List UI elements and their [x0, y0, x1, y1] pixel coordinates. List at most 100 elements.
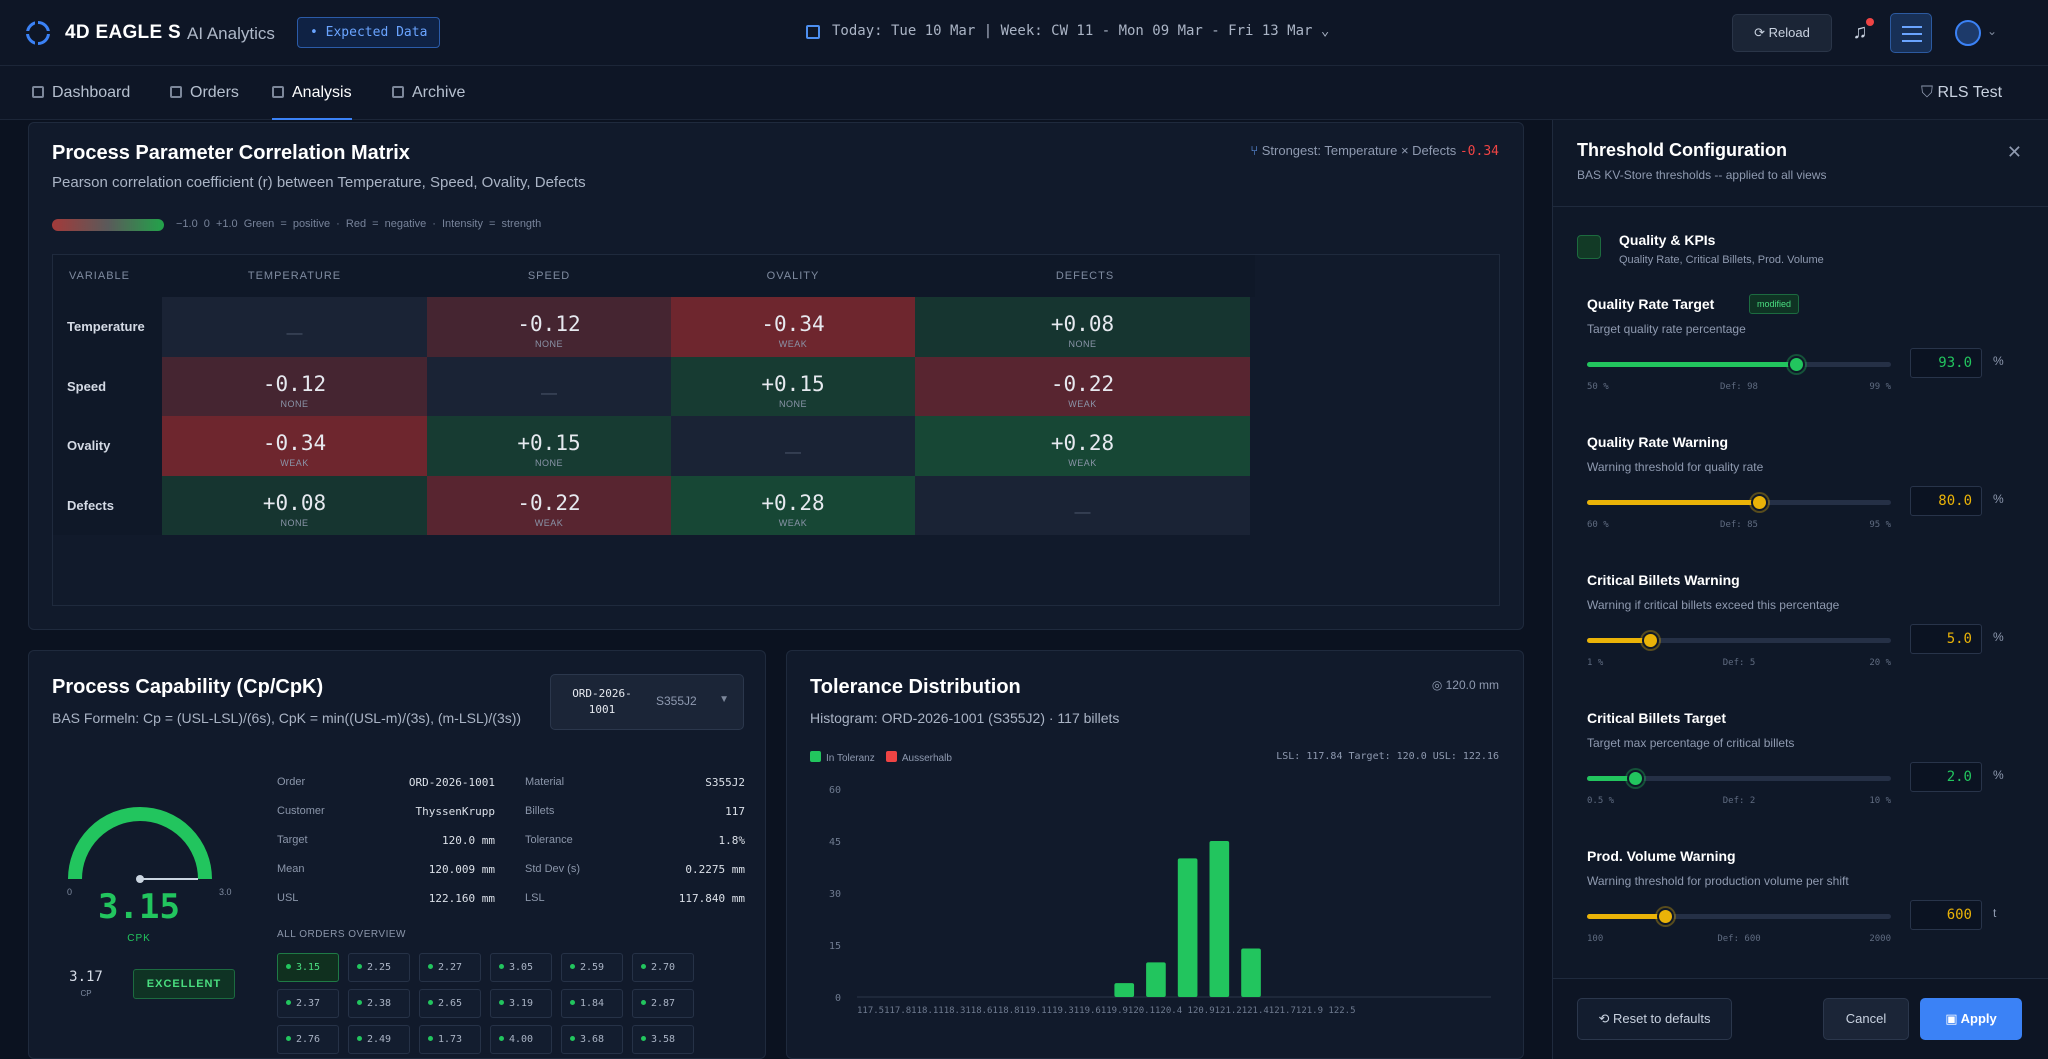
tab-analysis[interactable]: Analysis: [272, 66, 352, 120]
correlation-cell[interactable]: -0.12 NONE: [427, 297, 671, 357]
cell-strength: NONE: [280, 398, 309, 409]
reset-defaults-button[interactable]: ⟲ Reset to defaults: [1577, 998, 1732, 1040]
correlation-matrix-panel: Process Parameter Correlation Matrix Pea…: [28, 122, 1524, 630]
rls-test-button[interactable]: ⛉ RLS Test: [1921, 66, 2002, 120]
slider-handle[interactable]: [1751, 494, 1769, 511]
strongest-value: -0.34: [1459, 144, 1499, 159]
correlation-cell[interactable]: -0.34 WEAK: [671, 297, 915, 357]
correlation-cell[interactable]: -0.22 WEAK: [915, 356, 1250, 416]
threshold-slider[interactable]: [1587, 356, 1891, 373]
cell-strength: WEAK: [534, 517, 564, 528]
correlation-cell[interactable]: +0.28 WEAK: [671, 475, 915, 535]
sliders-icon[interactable]: [1890, 13, 1932, 53]
order-chip[interactable]: 2.87: [632, 989, 694, 1018]
analysis-icon: [272, 86, 284, 98]
user-icon[interactable]: [1955, 20, 1981, 46]
order-select[interactable]: ORD-2026-1001 S355J2 ▼: [550, 674, 744, 730]
histogram-bar[interactable]: [1146, 962, 1166, 997]
apply-button[interactable]: ▣ Apply: [1920, 998, 2022, 1040]
tab-orders[interactable]: Orders: [170, 66, 239, 120]
notification-dot: [1866, 18, 1874, 26]
correlation-cell[interactable]: +0.15 NONE: [427, 416, 671, 476]
correlation-cell[interactable]: +0.08 NONE: [162, 475, 427, 535]
chevron-down-icon[interactable]: ⌄: [1987, 24, 1998, 38]
threshold-value-input[interactable]: 5.0: [1910, 624, 1982, 654]
histogram-bar[interactable]: [1209, 841, 1230, 997]
order-chip[interactable]: 2.65: [419, 989, 481, 1018]
column-header: SPEED: [427, 255, 671, 297]
slider-handle[interactable]: [1787, 356, 1805, 373]
correlation-cell[interactable]: -0.12 NONE: [162, 356, 427, 416]
slider-handle[interactable]: [1626, 770, 1644, 787]
correlation-cell[interactable]: +0.15 NONE: [671, 356, 915, 416]
correlation-cell[interactable]: —: [915, 475, 1250, 535]
cell-value: +0.15: [517, 431, 581, 455]
correlation-cell[interactable]: —: [162, 297, 427, 357]
bell-icon[interactable]: ♫: [1852, 21, 1868, 43]
correlation-cell[interactable]: +0.08 NONE: [915, 297, 1250, 357]
tab-archive[interactable]: Archive: [392, 66, 465, 120]
order-chip[interactable]: 2.59: [561, 953, 623, 982]
correlation-cell[interactable]: —: [671, 416, 915, 476]
order-chip[interactable]: 3.15: [277, 953, 339, 982]
order-chip[interactable]: 4.00: [490, 1025, 552, 1054]
order-chip[interactable]: 3.58: [632, 1025, 694, 1054]
detail-row: Mean 120.009 mm: [277, 863, 495, 879]
order-chip[interactable]: 2.49: [348, 1025, 410, 1054]
histogram-bar[interactable]: [1114, 983, 1135, 997]
tab-dashboard[interactable]: Dashboard: [32, 66, 130, 120]
detail-row: USL 122.160 mm: [277, 892, 495, 908]
expected-data-badge[interactable]: • Expected Data: [297, 17, 441, 48]
top-bar: 4D EAGLE S AI Analytics • Expected Data …: [0, 0, 2048, 66]
order-chip[interactable]: 3.19: [490, 989, 552, 1018]
threshold-slider[interactable]: [1587, 632, 1891, 649]
threshold-value-input[interactable]: 80.0: [1910, 486, 1982, 516]
order-chip[interactable]: 2.38: [348, 989, 410, 1018]
close-icon[interactable]: ✕: [2006, 142, 2022, 162]
correlation-table: VARIABLE TEMPERATURE SPEED OVALITY DEFECTS Te…: [52, 254, 1500, 606]
correlation-cell[interactable]: —: [427, 356, 671, 416]
slider-fill: [1587, 776, 1636, 781]
threshold-slider[interactable]: [1587, 494, 1891, 511]
order-chip[interactable]: 2.70: [632, 953, 694, 982]
target-readout: ◎ 120.0 mm: [1431, 678, 1499, 692]
rating-badge: EXCELLENT: [133, 969, 235, 999]
cell-strength: WEAK: [778, 339, 808, 349]
threshold-slider[interactable]: [1587, 770, 1891, 787]
histogram-bar[interactable]: [1241, 948, 1261, 997]
threshold-config-drawer: Threshold Configuration BAS KV-Store thr…: [1552, 120, 2048, 1059]
threshold-value-input[interactable]: 2.0: [1910, 762, 1982, 792]
order-chip[interactable]: 3.68: [561, 1025, 623, 1054]
histogram-bar[interactable]: [1177, 858, 1198, 997]
cell-strength: NONE: [778, 398, 807, 409]
legend-out: Ausserhalb: [901, 753, 952, 764]
reload-button[interactable]: ⟳ Reload: [1732, 14, 1832, 52]
order-chip[interactable]: 3.05: [490, 953, 552, 982]
row-label: Speed: [53, 356, 162, 416]
detail-row: Customer ThyssenKrupp: [277, 805, 495, 821]
divider: [1553, 206, 2048, 207]
cell-value: +0.28: [1050, 431, 1115, 455]
threshold-slider[interactable]: [1587, 908, 1891, 925]
order-chip[interactable]: 2.76: [277, 1025, 339, 1054]
threshold-label: Quality Rate Target: [1587, 296, 1715, 312]
order-chip[interactable]: 1.84: [561, 989, 623, 1018]
order-chip[interactable]: 2.25: [348, 953, 410, 982]
order-chip[interactable]: 2.37: [277, 989, 339, 1018]
slider-handle[interactable]: [1657, 908, 1675, 925]
order-chip[interactable]: 1.73: [419, 1025, 481, 1054]
correlation-cell[interactable]: -0.22 WEAK: [427, 475, 671, 535]
correlation-cell[interactable]: -0.34 WEAK: [162, 416, 427, 476]
scale-default: Def: 98: [1720, 382, 1758, 392]
threshold-value-input[interactable]: 93.0: [1910, 348, 1982, 378]
slider-handle[interactable]: [1641, 632, 1659, 649]
threshold-value-input[interactable]: 600: [1910, 900, 1982, 930]
scale-max: 2000: [1869, 934, 1891, 944]
order-chip[interactable]: 2.27: [419, 953, 481, 982]
cancel-button[interactable]: Cancel: [1823, 998, 1909, 1040]
gauge-hub: [136, 875, 144, 883]
cell-strength: NONE: [534, 339, 563, 349]
correlation-cell[interactable]: +0.28 WEAK: [915, 416, 1250, 476]
date-week-selector[interactable]: Today: Tue 10 Mar | Week: CW 11 - Mon 09…: [832, 23, 1330, 39]
detail-key: LSL: [525, 892, 545, 904]
